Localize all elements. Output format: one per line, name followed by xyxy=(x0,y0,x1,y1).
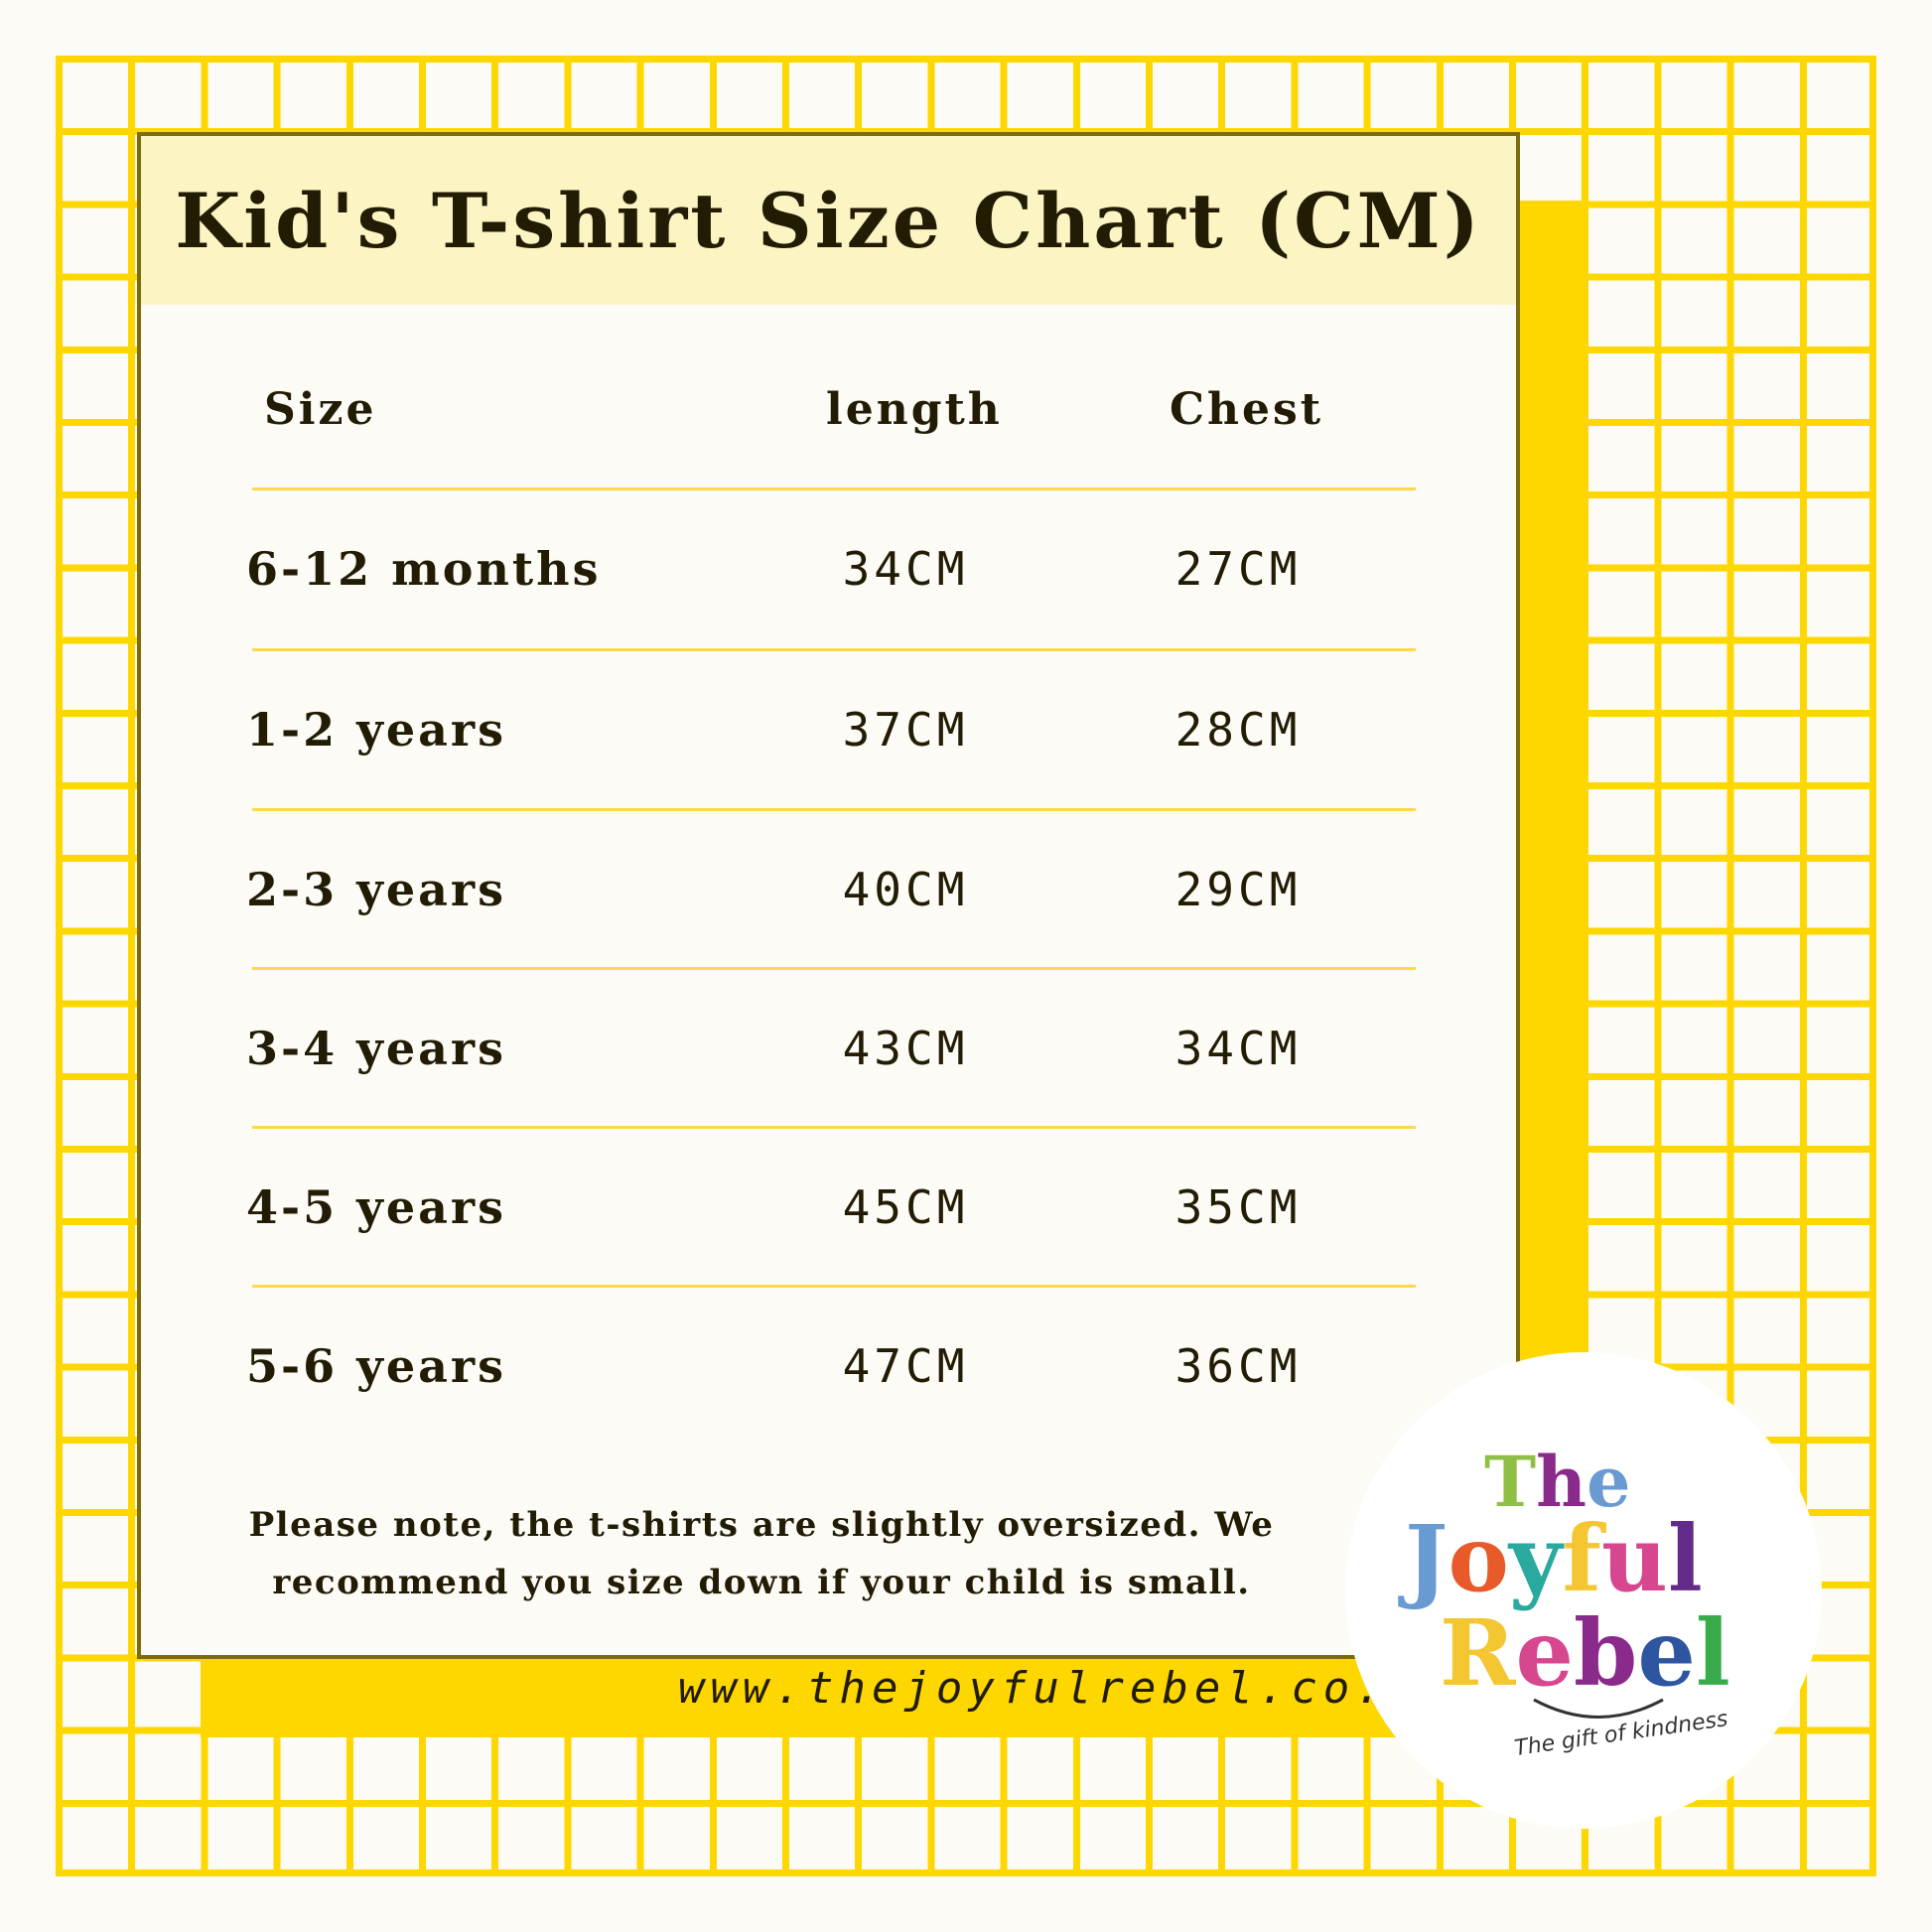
row-divider xyxy=(252,967,1416,970)
svg-text:The: The xyxy=(1484,1441,1631,1523)
length-cell: 45CM xyxy=(842,1180,969,1234)
row-divider xyxy=(252,648,1416,651)
size-cell: 1-2 years xyxy=(246,703,507,757)
svg-text:Joyful: Joyful xyxy=(1398,1505,1703,1612)
chest-cell: 36CM xyxy=(1174,1339,1302,1393)
chest-cell: 34CM xyxy=(1174,1022,1302,1075)
chest-cell: 28CM xyxy=(1174,703,1302,757)
title-band: Kid's T-shirt Size Chart (CM) xyxy=(141,136,1516,305)
size-cell: 5-6 years xyxy=(246,1339,507,1393)
row-divider xyxy=(252,808,1416,811)
note-line-2: recommend you size down if your child is… xyxy=(272,1563,1251,1602)
chest-cell: 35CM xyxy=(1174,1180,1302,1234)
row-divider xyxy=(252,1285,1416,1288)
joyful-rebel-logo: The Joyful Rebel The gift of kindness xyxy=(1345,1352,1822,1829)
row-divider xyxy=(252,1126,1416,1129)
length-cell: 47CM xyxy=(842,1339,969,1393)
logo-artwork: The Joyful Rebel The gift of kindness xyxy=(1398,1441,1730,1761)
length-cell: 43CM xyxy=(842,1022,969,1075)
sizing-note: Please note, the t-shirts are slightly o… xyxy=(141,1496,1382,1611)
size-cell: 3-4 years xyxy=(246,1022,507,1075)
size-chart-card: Kid's T-shirt Size Chart (CM) Size lengt… xyxy=(137,132,1520,1659)
size-cell: 6-12 months xyxy=(246,542,602,596)
row-divider xyxy=(252,487,1416,490)
svg-text:Rebel: Rebel xyxy=(1440,1599,1730,1707)
size-cell: 2-3 years xyxy=(246,863,507,916)
header-size: Size xyxy=(264,384,377,435)
note-line-1: Please note, the t-shirts are slightly o… xyxy=(248,1505,1275,1545)
length-cell: 34CM xyxy=(842,542,969,596)
size-cell: 4-5 years xyxy=(246,1180,507,1234)
header-chest: Chest xyxy=(1170,384,1324,435)
chest-cell: 27CM xyxy=(1174,542,1302,596)
length-cell: 40CM xyxy=(842,863,969,916)
header-length: length xyxy=(826,384,1003,435)
page-title: Kid's T-shirt Size Chart (CM) xyxy=(175,176,1482,265)
chest-cell: 29CM xyxy=(1174,863,1302,916)
length-cell: 37CM xyxy=(842,703,969,757)
website-url[interactable]: www.thejoyfulrebel.co.uk xyxy=(678,1663,1452,1714)
